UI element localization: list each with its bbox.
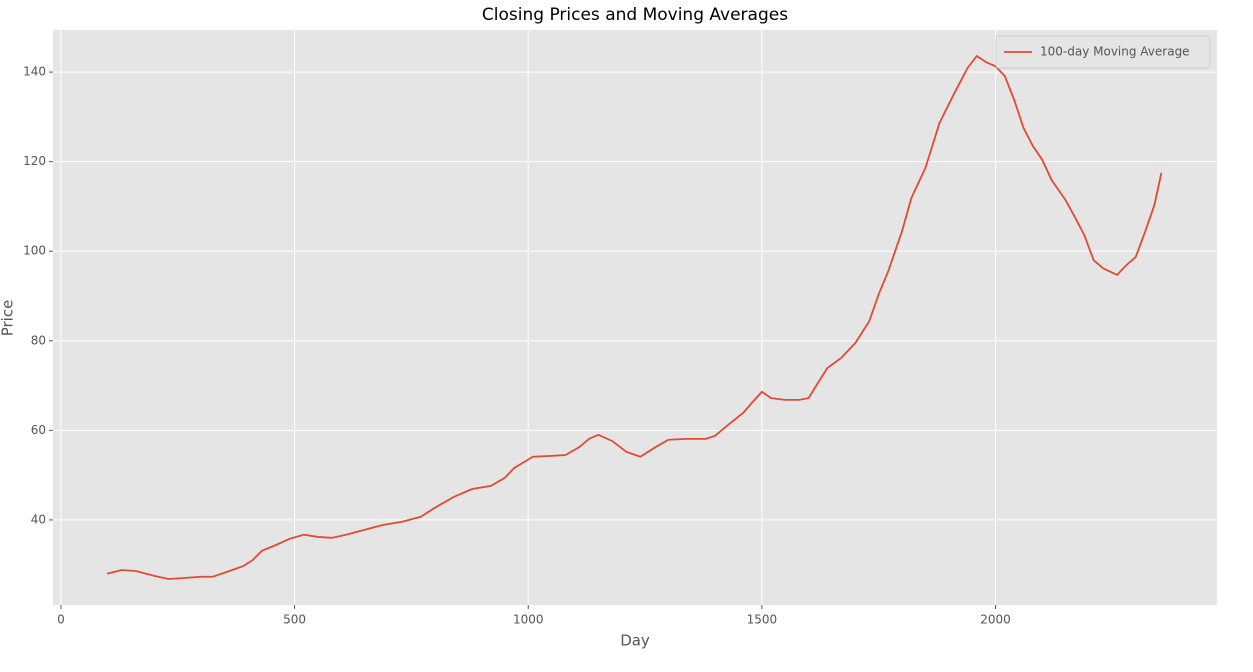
chart-title: Closing Prices and Moving Averages (482, 5, 788, 25)
x-tick-label: 1000 (513, 613, 544, 627)
legend-box (995, 35, 1211, 69)
y-tick-label: 120 (23, 154, 46, 168)
plot-area (53, 30, 1217, 605)
line (106, 54, 1163, 580)
y-tick-label: 140 (23, 65, 46, 79)
y-tick-label: 60 (31, 423, 46, 437)
legend-label: 100-day Moving Average (1040, 45, 1190, 59)
y-tick-label: 100 (23, 244, 46, 258)
x-tick-label: 0 (57, 613, 65, 627)
x-tick-label: 1500 (747, 613, 778, 627)
x-axis-label: Day (620, 632, 650, 650)
y-tick-label: 80 (31, 333, 46, 347)
legend: 100-day Moving Average (995, 35, 1211, 69)
marks (106, 54, 1163, 580)
grid: 0 500 1000 1500 2000 40 60 80 100 120 140 (23, 30, 1217, 627)
y-axis-label: Price (0, 300, 17, 337)
y-tick-label: 40 (31, 512, 46, 526)
x-tick-label: 500 (283, 613, 306, 627)
x-tick-label: 2000 (980, 613, 1011, 627)
